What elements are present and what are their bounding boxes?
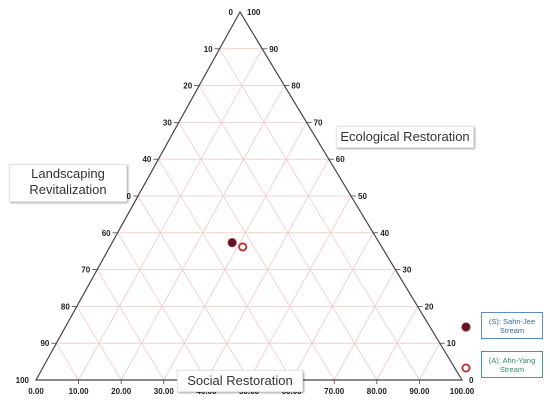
legend-marker-sahn-jee xyxy=(461,322,471,332)
grid-line xyxy=(163,122,307,381)
data-points xyxy=(227,238,248,252)
grid-line xyxy=(419,343,441,381)
legend-item-sahn-jee: (S): Sahn-Jee Stream xyxy=(481,312,543,339)
grid-line xyxy=(56,342,79,381)
right-tick-label: 100 xyxy=(247,8,261,17)
legend-markers xyxy=(461,322,471,373)
bottom-tick-label: 100.00 xyxy=(450,387,475,396)
grid-line xyxy=(248,195,352,381)
right-tick-label: 90 xyxy=(269,45,278,54)
left-tick-label: 80 xyxy=(61,302,70,311)
right-tick-label: 80 xyxy=(291,82,300,91)
left-tick-label: 60 xyxy=(102,229,111,238)
data-point-sahn-jee xyxy=(227,238,237,248)
legend-item-ahn-yang: (A): Ahn-Yang Stream xyxy=(481,351,543,378)
right-tick-label: 60 xyxy=(336,155,345,164)
left-tick-label: 30 xyxy=(163,118,172,127)
bottom-tick-label: 80.00 xyxy=(367,387,388,396)
right-tick-label: 40 xyxy=(380,229,389,238)
left-tick-label: 70 xyxy=(81,266,90,275)
left-tick-label: 90 xyxy=(40,339,49,348)
left-tick-label: 0 xyxy=(229,8,234,17)
grid-line xyxy=(219,48,420,381)
right-tick-label: 0 xyxy=(469,376,474,385)
right-tick-label: 30 xyxy=(402,266,411,275)
legend-marker-ahn-yang xyxy=(461,363,471,373)
left-tick-label: 10 xyxy=(204,45,213,54)
bottom-tick-label: 90.00 xyxy=(409,387,430,396)
left-tick-label: 100 xyxy=(16,376,30,385)
tick-labels: 01000.00109010.00208020.00307030.0040604… xyxy=(16,8,475,396)
grid-line xyxy=(78,48,263,381)
bottom-tick-label: 0.00 xyxy=(28,387,44,396)
right-tick-label: 50 xyxy=(358,192,367,201)
right-tick-label: 20 xyxy=(425,302,434,311)
grid-line xyxy=(333,269,396,381)
right-tick-label: 70 xyxy=(314,118,323,127)
right-axis-label: Ecological Restoration xyxy=(336,126,474,148)
left-tick-label: 40 xyxy=(142,155,151,164)
left-tick-label: 20 xyxy=(183,82,192,91)
grid-line xyxy=(120,85,285,381)
grid-line xyxy=(96,269,165,381)
bottom-tick-label: 10.00 xyxy=(69,387,90,396)
bottom-tick-label: 30.00 xyxy=(154,387,175,396)
grid-line xyxy=(137,195,250,381)
data-point-ahn-yang xyxy=(238,242,248,252)
right-tick-label: 10 xyxy=(447,339,456,348)
grid-line xyxy=(178,122,335,381)
bottom-tick-label: 20.00 xyxy=(111,387,132,396)
grid-line xyxy=(198,85,378,381)
left-axis-label: Landscaping Revitalization xyxy=(9,164,127,202)
bottom-axis-label: Social Restoration xyxy=(177,370,303,392)
bottom-tick-label: 70.00 xyxy=(324,387,345,396)
grid-lines xyxy=(56,48,441,381)
